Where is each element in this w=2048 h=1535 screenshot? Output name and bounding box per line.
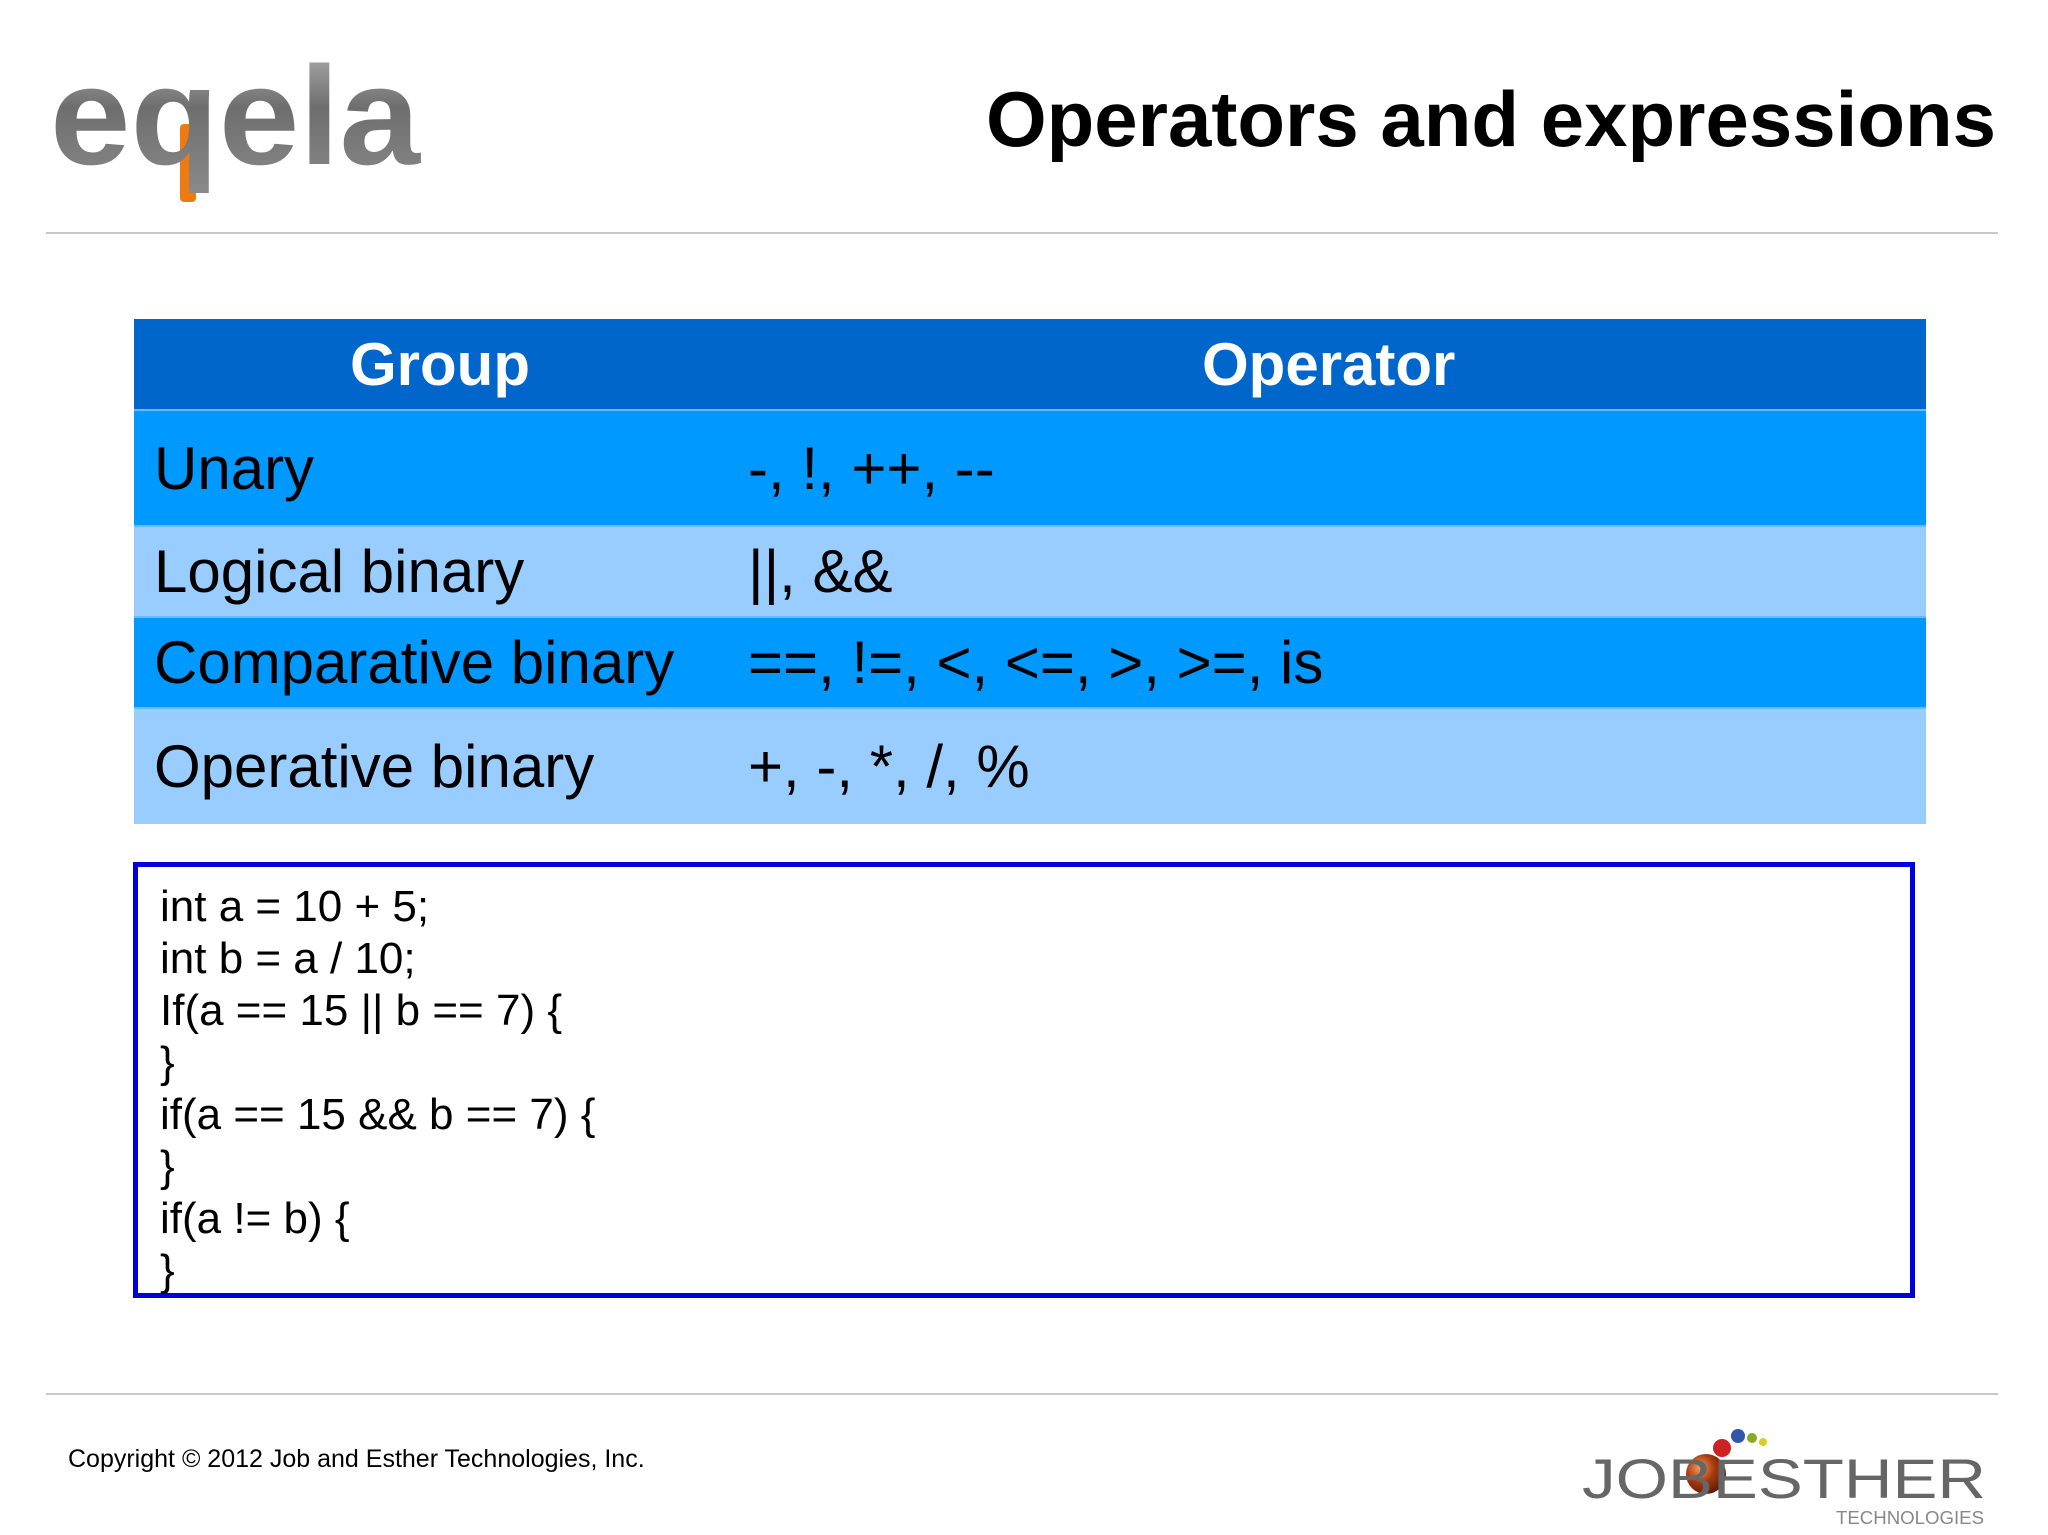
cell-group: Unary bbox=[134, 409, 728, 526]
column-header-group: Group bbox=[350, 330, 530, 398]
jobesther-logo-subtext: TECHNOLOGIES bbox=[1836, 1508, 1984, 1528]
eqela-logo-orange-stem bbox=[180, 124, 196, 202]
cell-operators: -, !, ++, -- bbox=[728, 409, 1926, 526]
eqela-logo-text: eqela bbox=[50, 52, 421, 194]
logo-ball-blue bbox=[1731, 1429, 1745, 1443]
code-line: if(a != b) { bbox=[160, 1194, 350, 1243]
table-header-row: Group Operator bbox=[134, 319, 1926, 410]
code-line: int a = 10 + 5; bbox=[160, 882, 430, 931]
eqela-logo: eqela bbox=[50, 52, 421, 202]
code-line: } bbox=[160, 1142, 175, 1191]
code-line: int b = a / 10; bbox=[160, 934, 416, 983]
table-row: Unary -, !, ++, -- bbox=[134, 409, 1926, 526]
logo-ball-red bbox=[1713, 1439, 1731, 1457]
code-example-box: int a = 10 + 5; int b = a / 10; If(a == … bbox=[133, 862, 1915, 1298]
operators-table: Group Operator Unary -, !, ++, -- Logica… bbox=[134, 319, 1926, 824]
top-divider bbox=[46, 232, 1998, 234]
cell-operators: ==, !=, <, <=, >, >=, is bbox=[728, 616, 1926, 708]
column-header-operator: Operator bbox=[1202, 330, 1456, 398]
page-title: Operators and expressions bbox=[985, 75, 1996, 163]
code-line: } bbox=[160, 1038, 175, 1087]
table-row: Comparative binary ==, !=, <, <=, >, >=,… bbox=[134, 616, 1926, 708]
cell-group: Comparative binary bbox=[134, 616, 728, 708]
jobesther-logo-text: JOBESTHER bbox=[1582, 1447, 1986, 1510]
bottom-divider bbox=[46, 1393, 1998, 1395]
cell-group: Logical binary bbox=[134, 525, 728, 617]
code-line: if(a == 15 && b == 7) { bbox=[160, 1090, 596, 1139]
table-row: Logical binary ||, && bbox=[134, 525, 1926, 617]
cell-group: Operative binary bbox=[134, 707, 728, 824]
cell-operators: ||, && bbox=[728, 525, 1926, 617]
table-row: Operative binary +, -, *, /, % bbox=[134, 707, 1926, 824]
logo-ball-green bbox=[1747, 1433, 1757, 1443]
cell-operators: +, -, *, /, % bbox=[728, 707, 1926, 824]
jobesther-logo: JOBESTHER TECHNOLOGIES bbox=[1582, 1429, 1986, 1528]
logo-ball-large bbox=[1686, 1454, 1726, 1494]
logo-ball-yellow bbox=[1759, 1438, 1767, 1446]
copyright-notice: Copyright © 2012 Job and Esther Technolo… bbox=[68, 1445, 645, 1473]
code-line: } bbox=[160, 1246, 175, 1295]
code-line: If(a == 15 || b == 7) { bbox=[160, 986, 563, 1035]
